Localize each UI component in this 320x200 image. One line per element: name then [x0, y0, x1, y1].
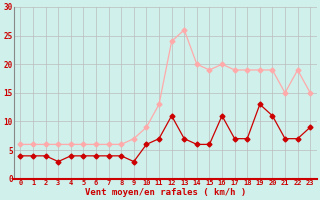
- X-axis label: Vent moyen/en rafales ( km/h ): Vent moyen/en rafales ( km/h ): [85, 188, 246, 197]
